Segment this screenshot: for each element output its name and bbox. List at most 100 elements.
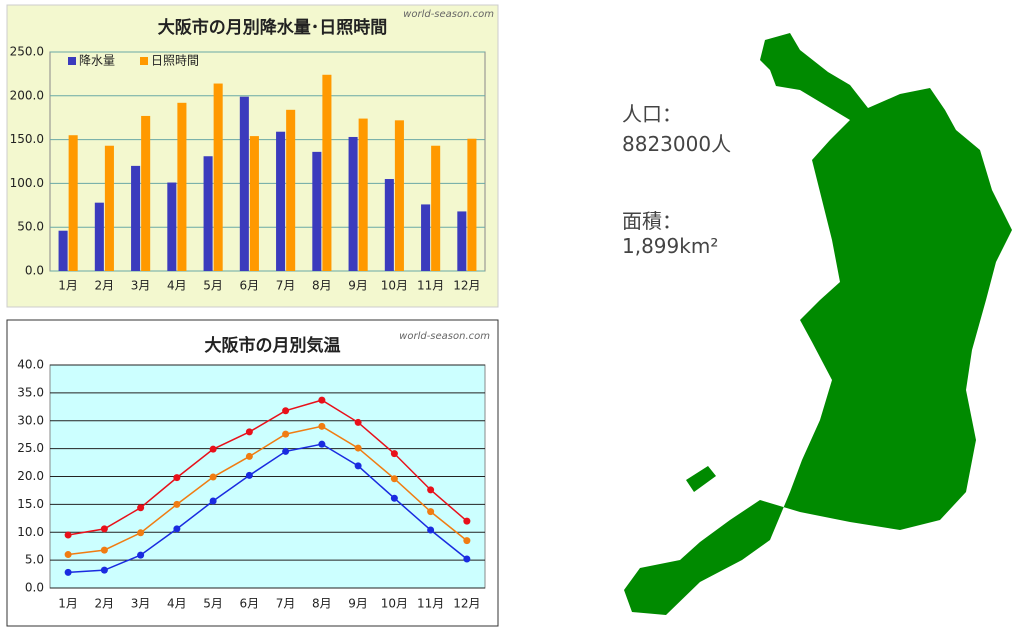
point [100, 546, 108, 554]
y-tick-label: 100.0 [10, 176, 44, 190]
bar [276, 131, 286, 271]
bar [58, 230, 68, 271]
point [318, 440, 326, 448]
y-tick-label: 30.0 [17, 413, 44, 427]
bar [213, 83, 223, 271]
bar [167, 182, 177, 271]
area: 1,899km² [622, 234, 719, 258]
legend-label: 日照時間 [151, 54, 199, 68]
y-tick-label: 20.0 [17, 469, 44, 483]
x-tick-label: 11月 [417, 279, 444, 293]
line [68, 425, 468, 556]
point [64, 531, 72, 539]
bar [312, 151, 322, 271]
point [209, 445, 217, 453]
bar [141, 115, 151, 271]
point [318, 396, 326, 404]
point [427, 508, 435, 516]
y-tick-label: 0.0 [25, 581, 44, 595]
x-tick-label: 5月 [203, 279, 223, 293]
point [245, 428, 253, 436]
bar [203, 156, 213, 271]
point [245, 471, 253, 479]
x-tick-label: 12月 [453, 597, 480, 611]
chart-title: 大阪市の月別気温 [205, 335, 341, 356]
y-tick-label: 5.0 [25, 553, 44, 567]
y-tick-label: 250.0 [10, 45, 44, 59]
legend-label: 降水量 [79, 54, 115, 68]
point [390, 450, 398, 458]
y-tick-label: 10.0 [17, 525, 44, 539]
point [282, 430, 290, 438]
point [64, 551, 72, 559]
point [137, 504, 145, 512]
y-tick-label: 25.0 [17, 441, 44, 455]
x-tick-label: 7月 [276, 597, 296, 611]
x-tick-label: 5月 [203, 597, 223, 611]
x-tick-label: 4月 [167, 279, 187, 293]
y-tick-label: 0.0 [25, 264, 44, 278]
point [282, 407, 290, 415]
bar [286, 109, 296, 271]
x-tick-label: 2月 [95, 597, 115, 611]
point [137, 529, 145, 537]
legend-swatch [68, 57, 76, 65]
bar [467, 138, 477, 271]
point [245, 452, 253, 460]
bar [68, 135, 78, 271]
point [100, 566, 108, 574]
chart-title: 大阪市の月別降水量･日照時間 [158, 17, 388, 38]
point [282, 447, 290, 455]
bar [384, 179, 394, 271]
point [137, 551, 145, 559]
y-tick-label: 50.0 [17, 220, 44, 234]
bar [421, 204, 431, 271]
y-tick-label: 15.0 [17, 497, 44, 511]
point [173, 474, 181, 482]
point [209, 497, 217, 505]
x-tick-label: 9月 [348, 279, 368, 293]
bar [394, 120, 404, 271]
source: world-season.com [403, 9, 494, 20]
y-tick-label: 150.0 [10, 132, 44, 146]
population-label: 人口： [622, 102, 682, 126]
point [427, 526, 435, 534]
x-tick-label: 3月 [131, 279, 151, 293]
x-tick-label: 4月 [167, 597, 187, 611]
x-tick-label: 12月 [453, 279, 480, 293]
point [354, 418, 362, 426]
x-tick-label: 1月 [58, 279, 78, 293]
area-label: 面積： [622, 209, 682, 233]
plot-area [49, 51, 486, 272]
y-tick-label: 200.0 [10, 88, 44, 102]
osaka-map [624, 33, 1012, 615]
bar [131, 165, 141, 271]
point [463, 537, 471, 545]
point [173, 525, 181, 533]
y-tick-label: 35.0 [17, 385, 44, 399]
point [209, 473, 217, 481]
x-tick-label: 6月 [240, 597, 260, 611]
bar [94, 202, 104, 271]
point [390, 494, 398, 502]
x-tick-label: 10月 [381, 279, 408, 293]
population: 8823000人 [622, 132, 732, 156]
x-tick-label: 9月 [348, 597, 368, 611]
legend-swatch [140, 57, 148, 65]
point [100, 525, 108, 533]
point [354, 444, 362, 452]
x-tick-label: 8月 [312, 279, 332, 293]
x-tick-label: 2月 [95, 279, 115, 293]
bar [177, 102, 187, 271]
x-tick-label: 10月 [381, 597, 408, 611]
point [173, 500, 181, 508]
point [463, 555, 471, 563]
line [68, 443, 468, 574]
x-tick-label: 11月 [417, 597, 444, 611]
bar [239, 96, 249, 272]
bar [348, 136, 358, 271]
bar [431, 145, 441, 271]
x-tick-label: 1月 [58, 597, 78, 611]
